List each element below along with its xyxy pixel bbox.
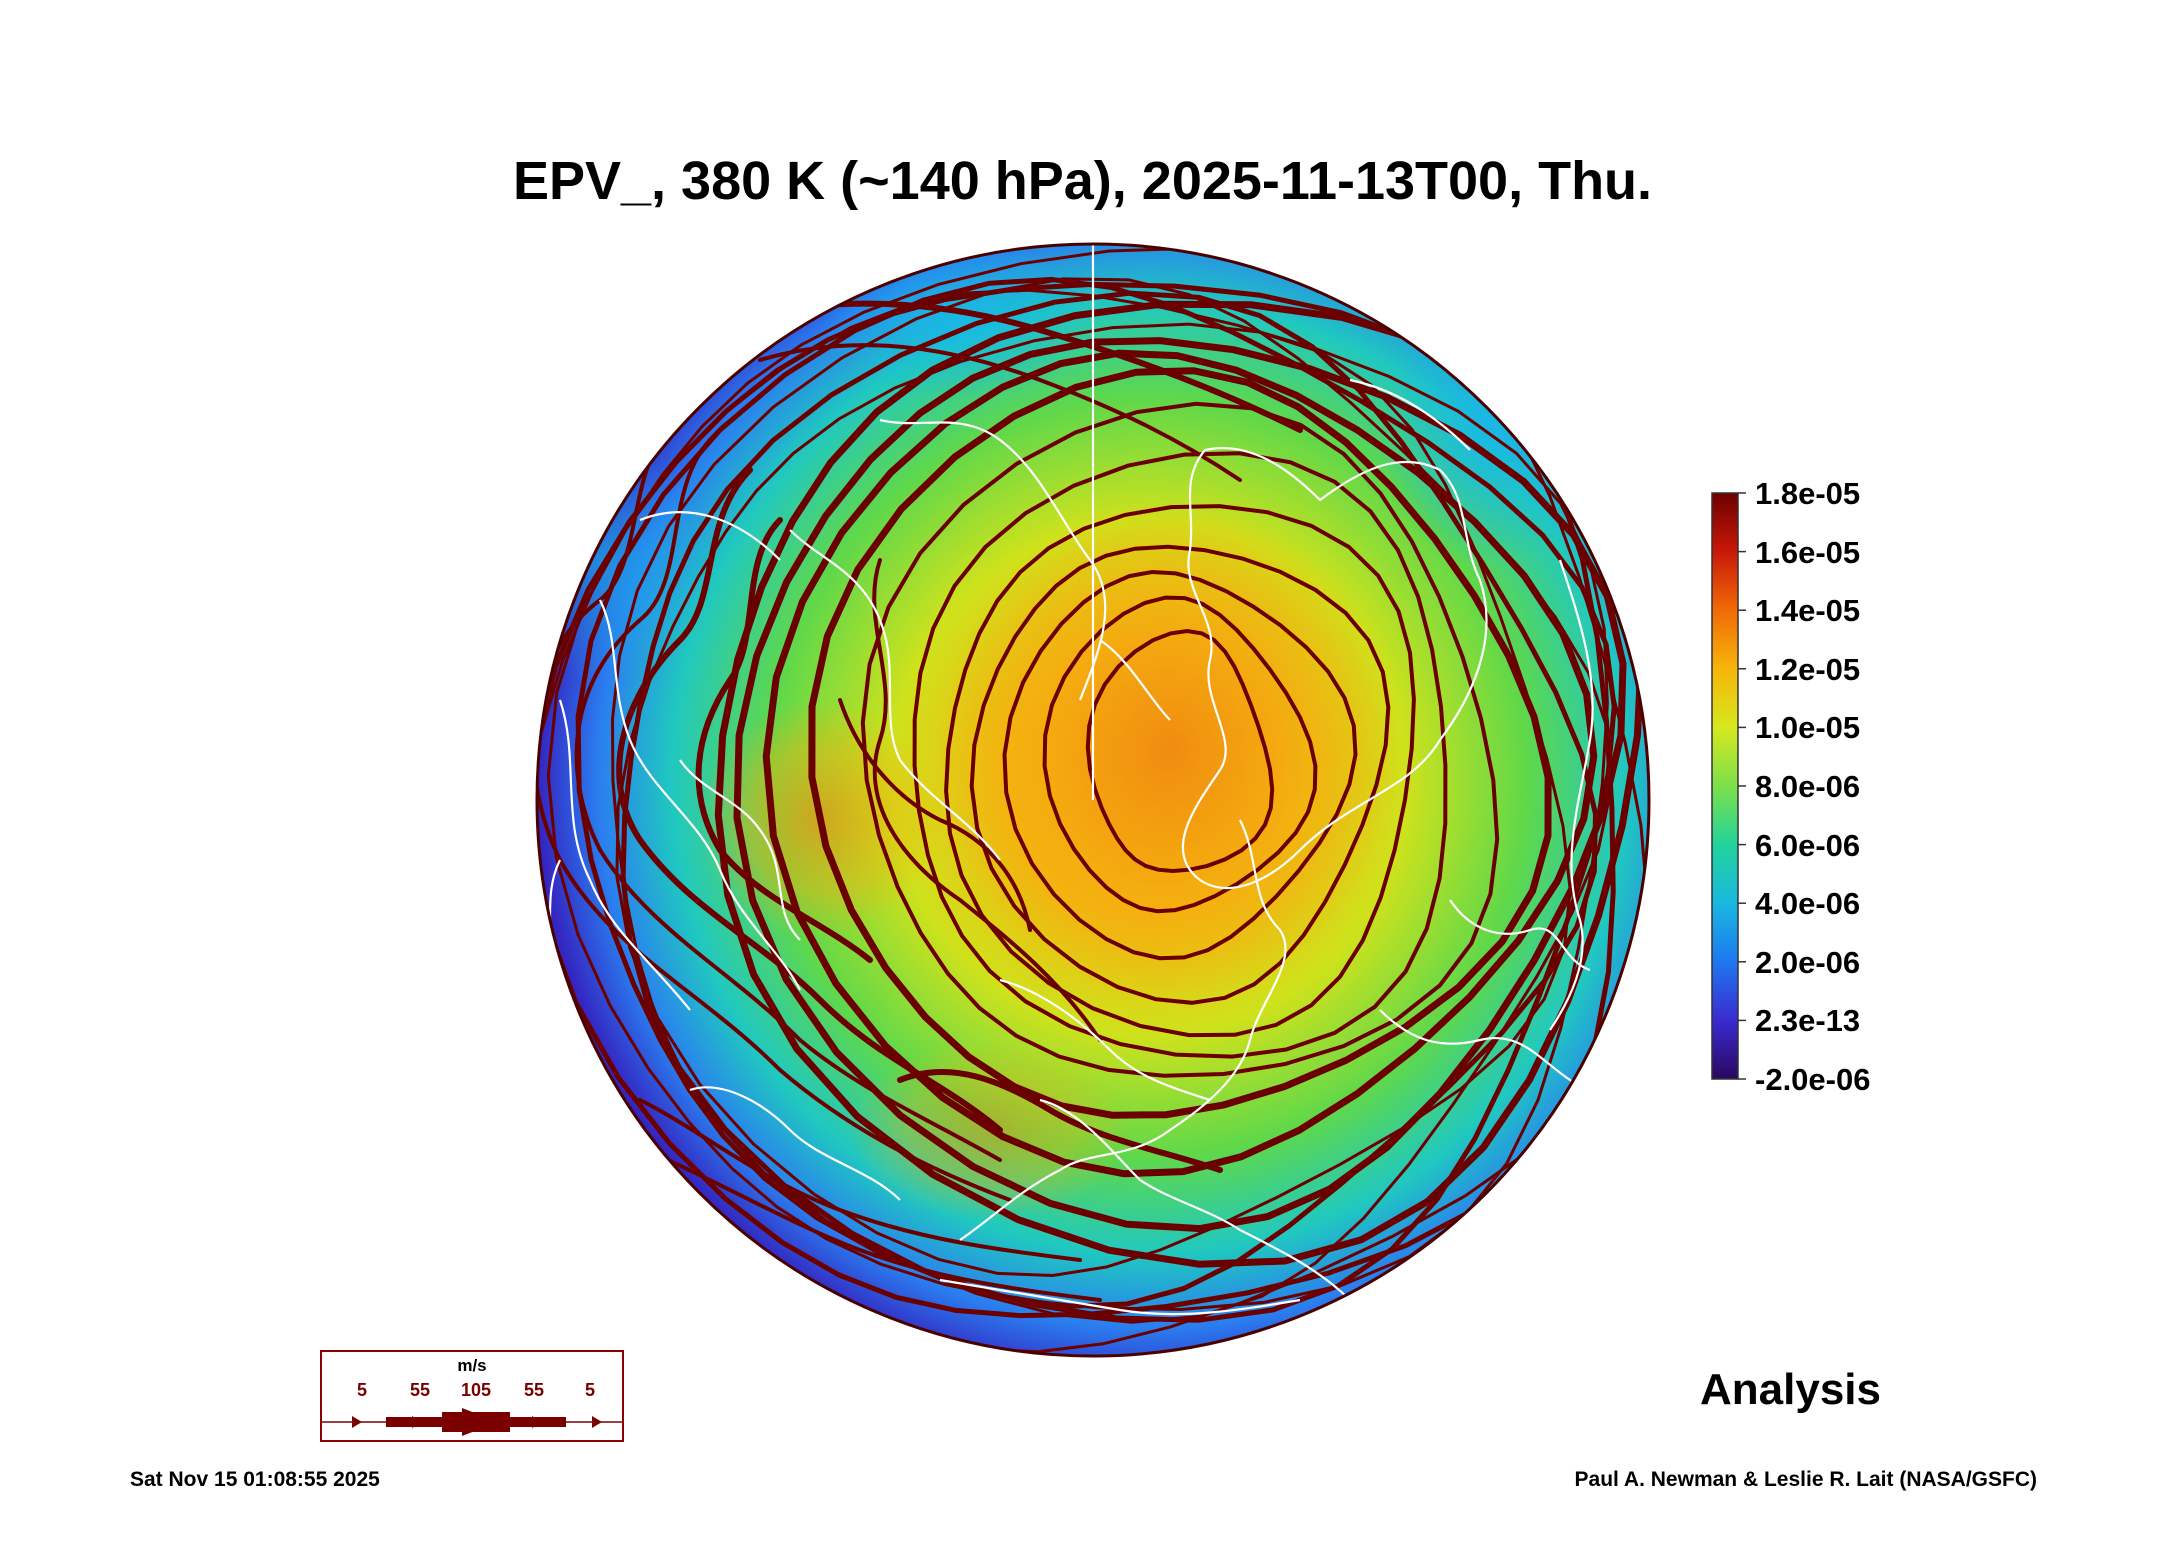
streamline [537, 281, 1616, 1319]
legend-speed: 55 [523, 1380, 545, 1400]
legend-arrow [322, 1408, 622, 1436]
colorbar [1711, 492, 1739, 1080]
streamline [838, 698, 1032, 932]
streamline [1042, 595, 1318, 914]
streamline [695, 517, 873, 963]
streamline [897, 1069, 1223, 1173]
wind-streamlines [537, 246, 1649, 1354]
legend-unit: m/s [457, 1356, 487, 1375]
timestamp: Sat Nov 15 01:08:55 2025 [130, 1468, 380, 1491]
credit: Paul A. Newman & Leslie R. Lait (NASA/GS… [1574, 1468, 2037, 1491]
streamline [872, 558, 1102, 1042]
legend-speeds: 5 55 105 55 5 [322, 1380, 622, 1402]
streamline [912, 451, 1448, 1059]
streamline [758, 343, 1242, 482]
streamline [574, 428, 1002, 1162]
streamline [618, 1138, 1102, 1302]
plot-title: EPV_, 380 K (~140 hPa), 2025-11-13T00, T… [512, 151, 1653, 211]
legend-speed: 55 [409, 1380, 431, 1400]
colorbar-label: 6.0e-06 [1755, 827, 1861, 863]
streamline [808, 367, 1552, 1119]
colorbar-label: 4.0e-06 [1755, 886, 1861, 922]
colorbar-label: 1.0e-05 [1755, 710, 1861, 746]
streamline [546, 288, 1609, 1312]
legend-speed: 105 [460, 1380, 492, 1400]
colorbar-label: 1.8e-05 [1755, 476, 1861, 511]
streamline [860, 401, 1500, 1078]
streamline [616, 467, 1003, 1133]
streamline [1085, 628, 1275, 874]
streamline [969, 544, 1391, 1005]
legend-speed: 5 [356, 1380, 368, 1400]
colorbar-ticks [1738, 492, 1746, 1080]
colorbar-label: 1.6e-05 [1755, 534, 1861, 570]
streamline [575, 276, 1617, 1323]
colorbar-label: 2.3e-13 [1755, 1003, 1861, 1039]
wind-speed-legend: m/s 5 55 105 55 5 [320, 1350, 624, 1442]
streamline [615, 322, 1572, 1278]
colorbar-label: 1.2e-05 [1755, 651, 1861, 687]
colorbar-label: 1.4e-05 [1755, 593, 1861, 629]
colorbar-label: -2.0e-06 [1755, 1062, 1871, 1097]
streamline [1002, 569, 1358, 961]
streamline [733, 337, 1627, 1233]
streamline [620, 290, 1598, 1310]
map-border [535, 242, 1651, 1358]
streamline [944, 504, 1416, 1038]
legend-speed: 5 [584, 1380, 596, 1400]
streamline [638, 1098, 1082, 1262]
colorbar-label: 8.0e-06 [1755, 769, 1861, 804]
colorbar-label: 2.0e-06 [1755, 944, 1861, 980]
analysis-label: Analysis [1700, 1365, 1881, 1414]
streamline [762, 349, 1598, 1178]
